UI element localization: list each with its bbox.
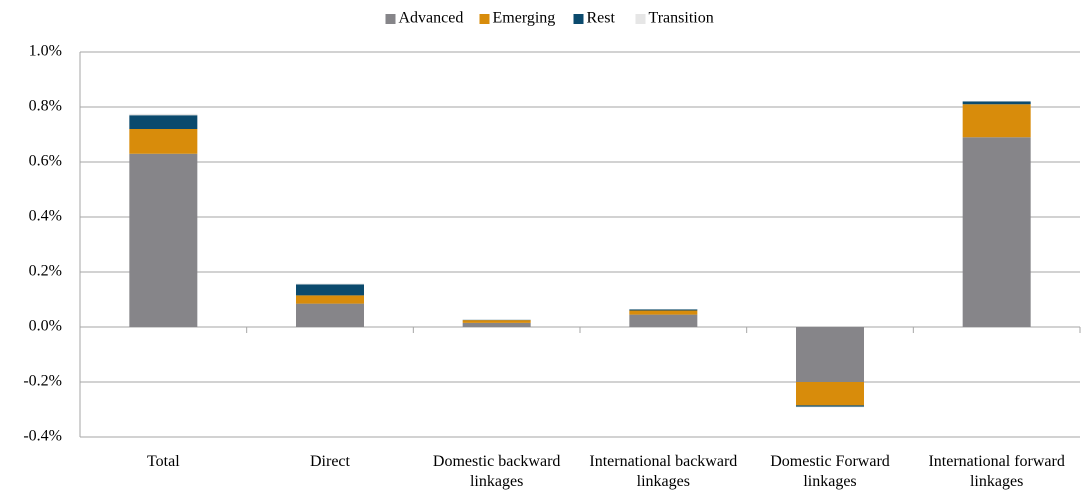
bar-segment <box>629 314 698 327</box>
bar-segment <box>129 129 198 154</box>
bar-segment <box>796 406 864 408</box>
bar-segment <box>962 100 1031 102</box>
bar-segment <box>296 295 364 304</box>
bar-segment <box>462 322 531 327</box>
x-tick-label: International backward linkages <box>589 453 738 490</box>
y-tick-label: 0.6% <box>29 153 62 170</box>
x-tick-label: Domestic backward linkages <box>432 453 561 490</box>
y-tick-label: 0.0% <box>29 318 62 335</box>
legend-swatch <box>635 14 646 24</box>
legend-swatch <box>385 14 396 24</box>
y-tick-label: -0.2% <box>23 373 62 390</box>
y-tick-label: -0.4% <box>23 428 62 445</box>
y-tick-label: 0.2% <box>29 263 62 280</box>
bar-segment <box>796 405 864 407</box>
bar-segment <box>796 382 864 406</box>
legend-label: Transition <box>649 10 714 27</box>
bar-segment <box>462 320 531 323</box>
bar-segment <box>962 137 1031 327</box>
legend-label: Rest <box>587 10 616 27</box>
bar-segment <box>962 101 1031 105</box>
bar-segment <box>629 309 698 311</box>
bar-segment <box>129 113 198 116</box>
x-tick-label: International forward linkages <box>928 453 1065 490</box>
bar-segment <box>129 153 198 327</box>
bar-segment <box>629 310 698 315</box>
bar-segment <box>129 115 198 129</box>
x-tick-label: Direct <box>310 453 350 470</box>
bar-segment <box>296 284 364 296</box>
legend-label: Emerging <box>493 10 556 27</box>
bar-segment <box>962 104 1031 138</box>
bar-segment <box>296 303 364 327</box>
x-tick-label: Total <box>147 453 180 470</box>
x-tick-label: Domestic Forward linkages <box>770 453 890 490</box>
bar-segment <box>796 327 864 382</box>
bar-segment <box>296 283 364 285</box>
y-tick-label: 1.0% <box>29 43 62 60</box>
y-tick-label: 0.8% <box>29 98 62 115</box>
y-tick-label: 0.4% <box>29 208 62 225</box>
legend-label: Advanced <box>399 10 464 27</box>
legend-swatch <box>573 14 584 24</box>
legend-swatch <box>479 14 490 24</box>
